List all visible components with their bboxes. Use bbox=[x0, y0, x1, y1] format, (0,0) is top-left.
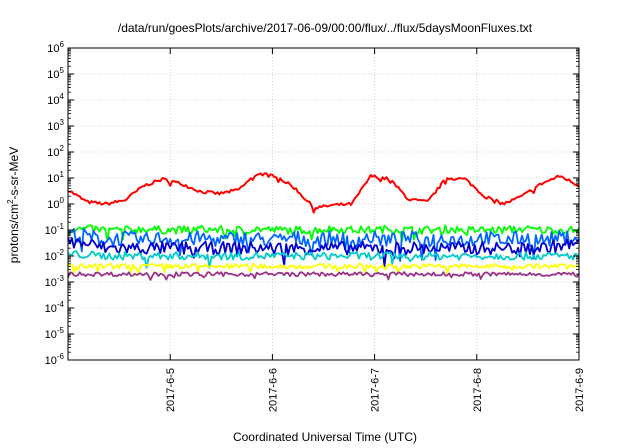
y-tick-label: 100 bbox=[47, 196, 64, 211]
y-tick-label: 105 bbox=[47, 66, 64, 81]
series-line bbox=[67, 172, 580, 214]
grid-lines bbox=[68, 48, 579, 360]
series-line bbox=[67, 262, 580, 276]
x-axis-label: Coordinated Universal Time (UTC) bbox=[233, 430, 417, 444]
series-line bbox=[67, 224, 580, 243]
chart-title: /data/run/goesPlots/archive/2017-06-09/0… bbox=[118, 21, 533, 35]
x-axis-ticks: 2017-6-5 2017-6-6 2017-6-7 2017-6-8 2017-6-9 bbox=[165, 48, 586, 412]
y-tick-label: 106 bbox=[47, 40, 64, 55]
y-tick-label: 10-3 bbox=[45, 274, 65, 289]
series-line bbox=[67, 271, 580, 281]
x-tick-label: 2017-6-5 bbox=[165, 368, 177, 412]
y-tick-label: 10-1 bbox=[45, 222, 65, 237]
series-line bbox=[67, 237, 580, 268]
y-axis-ticks: 10-6 10-5 10-4 10-3 10-2 10-1 100 101 102 103 104 1… bbox=[45, 40, 579, 367]
y-tick-label: 10-5 bbox=[45, 326, 65, 341]
x-tick-label: 2017-6-6 bbox=[267, 368, 279, 412]
y-tick-label: 10-2 bbox=[45, 248, 65, 263]
y-axis-label: protons/cm2-s-sr-MeV bbox=[6, 147, 21, 263]
series-lines bbox=[67, 172, 580, 281]
y-tick-label: 102 bbox=[47, 144, 64, 159]
y-tick-label: 10-4 bbox=[45, 300, 65, 315]
x-tick-label: 2017-6-9 bbox=[574, 368, 586, 412]
y-tick-label: 104 bbox=[47, 92, 64, 107]
y-tick-label: 103 bbox=[47, 118, 64, 133]
series-line bbox=[67, 250, 580, 269]
y-tick-label: 101 bbox=[47, 170, 64, 185]
x-tick-label: 2017-6-8 bbox=[472, 368, 484, 412]
x-tick-label: 2017-6-7 bbox=[370, 368, 382, 412]
y-tick-label: 10-6 bbox=[45, 352, 65, 367]
